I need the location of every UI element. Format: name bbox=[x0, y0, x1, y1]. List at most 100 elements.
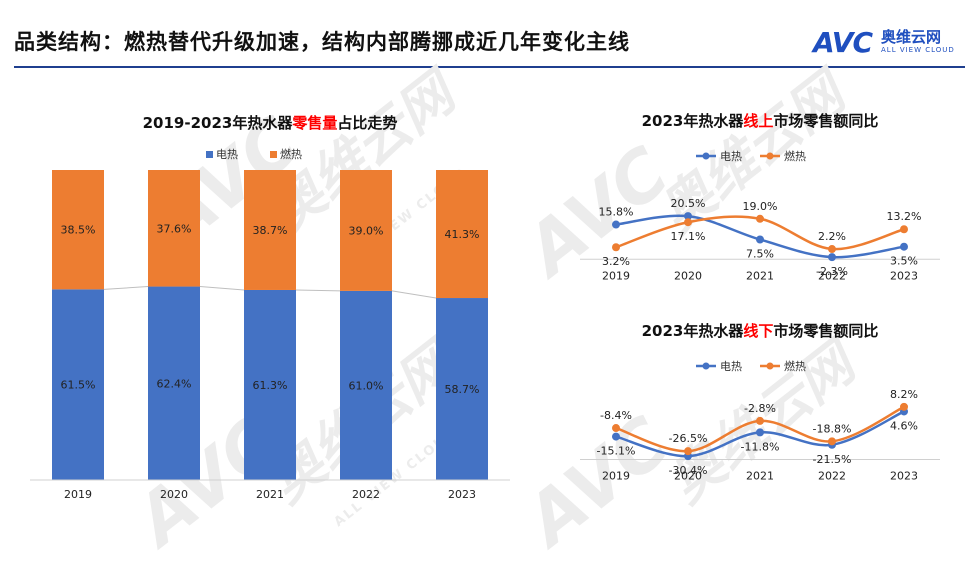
x-tick-label: 2023 bbox=[890, 469, 918, 482]
data-label: 3.2% bbox=[602, 255, 630, 268]
series-connector-line bbox=[103, 286, 149, 290]
data-label: 58.7% bbox=[445, 383, 480, 396]
data-label: 38.5% bbox=[61, 224, 96, 237]
data-point bbox=[684, 218, 692, 227]
header-divider bbox=[14, 66, 965, 68]
brand-logo: AVC 奥维云网 ALL VIEW CLOUD bbox=[813, 24, 973, 60]
chart-title: 2019-2023年热水器零售量占比走势 bbox=[143, 114, 398, 132]
data-label: 8.2% bbox=[890, 388, 918, 401]
data-label: 2.2% bbox=[818, 230, 846, 243]
data-point bbox=[828, 437, 836, 446]
data-label: 15.8% bbox=[599, 206, 634, 219]
series-connector-line bbox=[199, 286, 245, 291]
legend-marker bbox=[702, 152, 710, 160]
x-tick-label: 2019 bbox=[602, 469, 630, 482]
data-point bbox=[612, 243, 620, 252]
data-label: -2.8% bbox=[744, 402, 776, 415]
data-label: 62.4% bbox=[157, 377, 192, 390]
x-tick-label: 2022 bbox=[818, 269, 846, 282]
legend-swatch bbox=[270, 151, 277, 158]
data-label: -30.4% bbox=[669, 464, 708, 477]
data-point bbox=[900, 225, 908, 234]
legend-marker bbox=[702, 362, 710, 370]
data-point bbox=[612, 424, 620, 433]
legend-label: 燃热 bbox=[280, 147, 302, 161]
data-label: 38.7% bbox=[253, 224, 288, 237]
data-label: -18.8% bbox=[813, 422, 852, 435]
x-tick-label: 2023 bbox=[448, 488, 476, 501]
data-point bbox=[756, 428, 764, 437]
bar-segment bbox=[52, 170, 104, 290]
chart-title-part: 零售量 bbox=[291, 114, 337, 132]
data-label: 19.0% bbox=[743, 200, 778, 213]
bar-segment bbox=[340, 290, 392, 480]
data-label: 20.5% bbox=[671, 197, 706, 210]
bar-segment bbox=[148, 170, 200, 287]
x-tick-label: 2023 bbox=[890, 269, 918, 282]
data-point bbox=[612, 220, 620, 229]
data-label: 61.5% bbox=[61, 379, 96, 392]
bar-segment bbox=[436, 170, 488, 299]
data-point bbox=[900, 402, 908, 411]
data-label: 7.5% bbox=[746, 248, 774, 261]
chart-title-part: 2019-2023年热水器 bbox=[143, 114, 294, 132]
chart-title-part: 占比走势 bbox=[337, 114, 397, 132]
bar-segment bbox=[340, 170, 392, 291]
x-tick-label: 2020 bbox=[674, 269, 702, 282]
series-connector-line bbox=[295, 289, 341, 292]
data-label: 4.6% bbox=[890, 419, 918, 432]
bar-segment bbox=[244, 289, 296, 480]
x-tick-label: 2022 bbox=[352, 488, 380, 501]
chart-title: 2023年热水器线下市场零售额同比 bbox=[642, 322, 879, 340]
data-label: 37.6% bbox=[157, 222, 192, 235]
data-point bbox=[756, 416, 764, 425]
data-label: 3.5% bbox=[890, 255, 918, 268]
data-point bbox=[684, 212, 692, 221]
bar-segment bbox=[148, 286, 200, 480]
x-tick-label: 2020 bbox=[674, 469, 702, 482]
data-label: 13.2% bbox=[887, 210, 922, 223]
data-point bbox=[756, 235, 764, 244]
data-point bbox=[612, 432, 620, 441]
chart-title: 2023年热水器线上市场零售额同比 bbox=[642, 112, 879, 130]
legend-label: 电热 bbox=[216, 148, 238, 161]
data-label: 17.1% bbox=[671, 230, 706, 243]
logo-chinese-name: 奥维云网 bbox=[881, 28, 942, 46]
data-point bbox=[684, 447, 692, 456]
page-title: 品类结构：燃热替代升级加速，结构内部腾挪成近几年变化主线 bbox=[14, 30, 630, 54]
chart-title-part: 2023年热水器 bbox=[642, 322, 745, 340]
data-label: -21.5% bbox=[813, 453, 852, 466]
data-point bbox=[828, 245, 836, 254]
x-tick-label: 2021 bbox=[256, 488, 284, 501]
legend-marker bbox=[766, 152, 774, 160]
legend-label: 电热 bbox=[720, 150, 742, 163]
legend-label: 电热 bbox=[720, 360, 742, 373]
logo-mark: AVC bbox=[813, 26, 873, 59]
legend-label: 燃热 bbox=[784, 359, 806, 373]
data-label: 61.3% bbox=[253, 379, 288, 392]
data-label: -26.5% bbox=[669, 432, 708, 445]
data-label: -11.8% bbox=[741, 440, 780, 453]
legend-label: 燃热 bbox=[784, 149, 806, 163]
chart-title-part: 线下 bbox=[743, 322, 773, 340]
data-point bbox=[900, 242, 908, 251]
data-label: -2.3% bbox=[816, 265, 848, 278]
bar-segment bbox=[436, 298, 488, 480]
data-label: 39.0% bbox=[349, 224, 384, 237]
x-tick-label: 2019 bbox=[64, 488, 92, 501]
bar-segment bbox=[52, 289, 104, 480]
legend-swatch bbox=[206, 151, 213, 158]
data-label: -15.1% bbox=[597, 445, 636, 458]
legend-marker bbox=[766, 362, 774, 370]
data-label: -8.4% bbox=[600, 409, 632, 422]
chart-title-part: 线上 bbox=[743, 112, 773, 130]
chart-title-part: 市场零售额同比 bbox=[773, 322, 878, 340]
chart-title-part: 2023年热水器 bbox=[642, 112, 745, 130]
chart-title-part: 市场零售额同比 bbox=[773, 112, 878, 130]
data-label: 61.0% bbox=[349, 379, 384, 392]
x-tick-label: 2019 bbox=[602, 269, 630, 282]
data-point bbox=[756, 214, 764, 223]
